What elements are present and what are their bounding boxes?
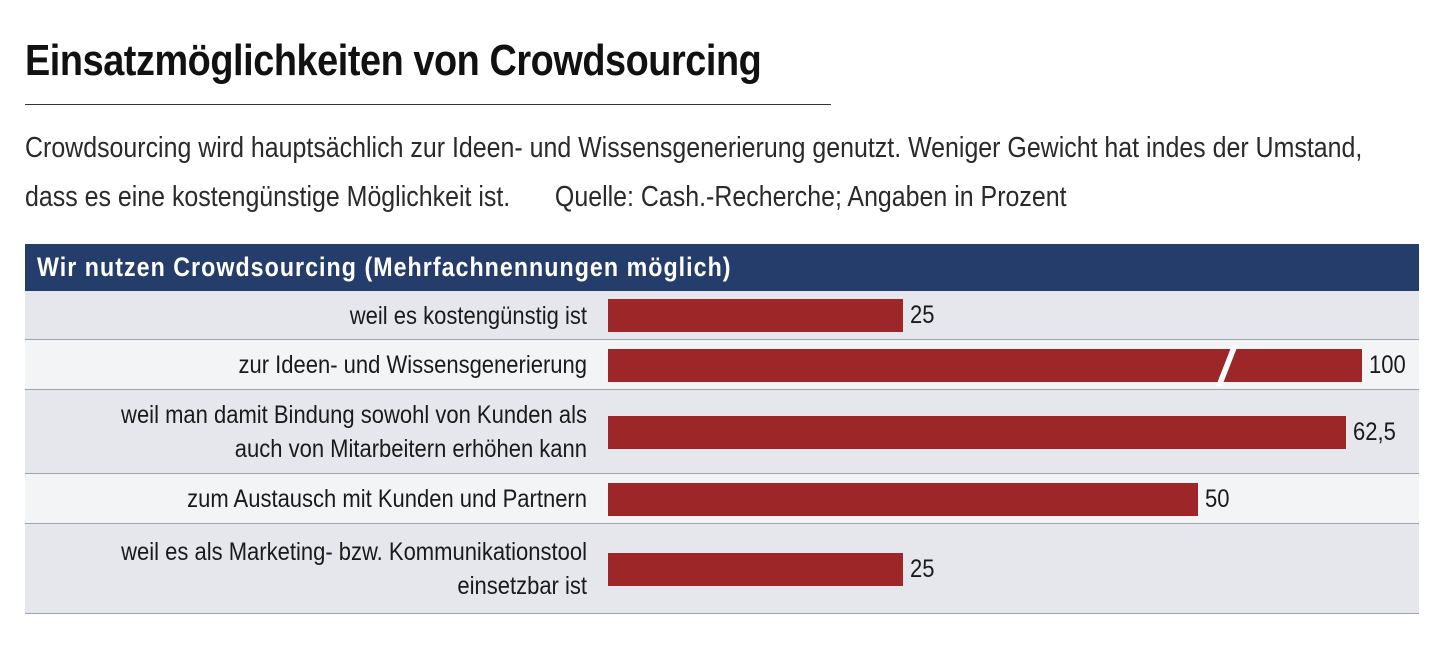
category-label-line: einsetzbar ist — [457, 572, 587, 600]
chart-row: zum Austausch mit Kunden und Partnern 50 — [25, 474, 1419, 524]
value-label: 62,5 — [1353, 417, 1396, 446]
value-label: 100 — [1369, 350, 1406, 379]
value-label: 25 — [910, 554, 935, 583]
category-label-line: auch von Mitarbeitern erhöhen kann — [234, 435, 587, 463]
subtitle-line-1: Crowdsourcing wird hauptsächlich zur Ide… — [25, 132, 1363, 164]
category-label-line: zur Ideen- und Wissensgenerierung — [238, 351, 587, 379]
chart-row: weil es kostengünstig ist 25 — [25, 291, 1419, 340]
chart-row: zur Ideen- und Wissensgenerierung 100 — [25, 340, 1419, 390]
category-label-line: weil es als Marketing- bzw. Kommunikatio… — [121, 538, 587, 566]
chart-row: weil man damit Bindung sowohl von Kunden… — [25, 390, 1419, 474]
subtitle-line-2-text: dass es eine kostengünstige Möglichkeit … — [25, 181, 511, 213]
category-label-line: weil es kostengünstig ist — [349, 301, 587, 330]
source-note: Quelle: Cash.-Recherche; Angaben in Proz… — [554, 181, 1067, 213]
value-label: 50 — [1205, 484, 1230, 513]
chart-header-title: Wir nutzen Crowdsourcing (Mehrfachnennun… — [37, 252, 732, 282]
bar — [608, 344, 1362, 386]
category-label: zum Austausch mit Kunden und Partnern — [94, 482, 587, 516]
bar — [608, 415, 1346, 449]
category-label: weil es kostengünstig ist — [94, 299, 587, 333]
bar-chart: Wir nutzen Crowdsourcing (Mehrfachnennun… — [25, 244, 1419, 615]
chart-title: Einsatzmöglichkeiten von Crowdsourcing — [25, 36, 762, 85]
category-label: weil man damit Bindung sowohl von Kunden… — [94, 398, 587, 466]
bar — [608, 482, 1199, 516]
subtitle: Crowdsourcing wird hauptsächlich zur Ide… — [25, 124, 1401, 222]
title-rule — [25, 104, 831, 105]
category-label-line: weil man damit Bindung sowohl von Kunden… — [121, 401, 587, 429]
category-label: zur Ideen- und Wissensgenerierung — [94, 348, 587, 382]
category-label: weil es als Marketing- bzw. Kommunikatio… — [94, 535, 587, 603]
bar — [608, 299, 904, 332]
chart-row: weil es als Marketing- bzw. Kommunikatio… — [25, 524, 1419, 614]
category-label-line: zum Austausch mit Kunden und Partnern — [187, 485, 587, 513]
subtitle-line-2: dass es eine kostengünstige Möglichkeit … — [25, 173, 1401, 222]
value-label: 25 — [910, 301, 935, 329]
bar — [608, 552, 904, 586]
chart-header: Wir nutzen Crowdsourcing (Mehrfachnennun… — [25, 244, 1419, 291]
axis-break-mark — [1216, 344, 1238, 386]
